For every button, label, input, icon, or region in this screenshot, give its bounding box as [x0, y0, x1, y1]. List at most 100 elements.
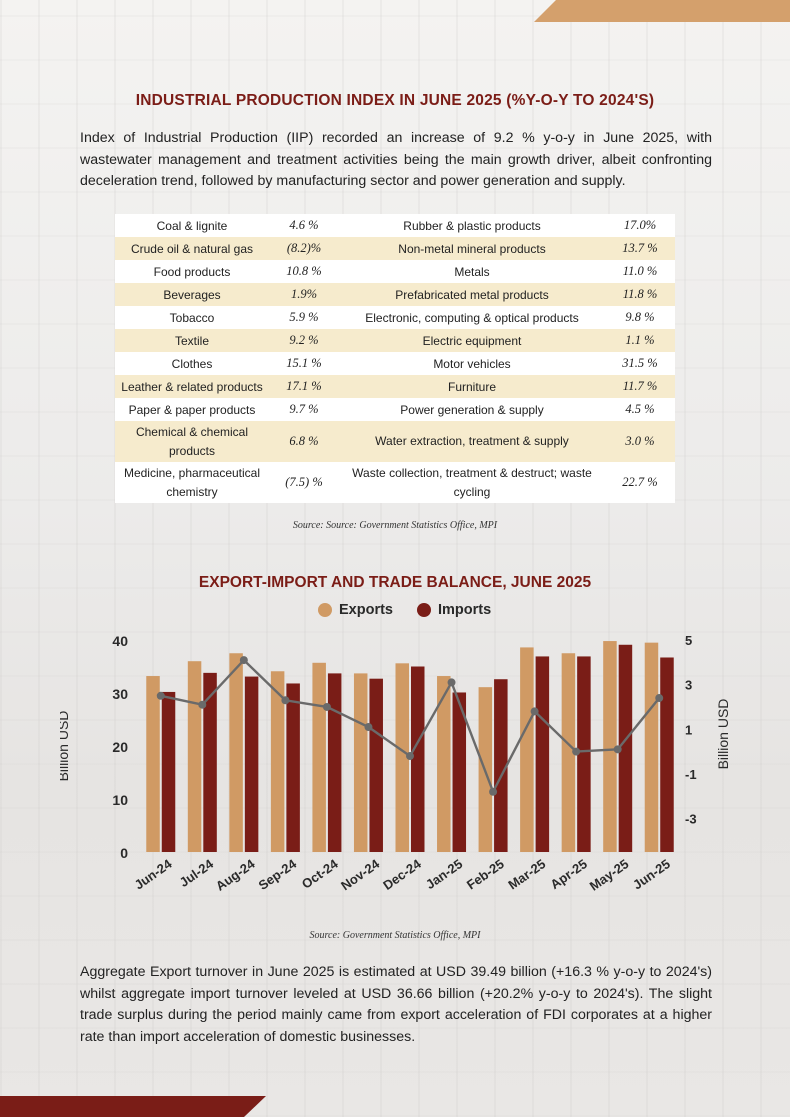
legend-exports-swatch [318, 603, 332, 617]
y-axis-title: Billion USD [60, 711, 71, 782]
x-tick-label: Jun-25 [630, 856, 673, 892]
trade-balance-point [406, 752, 414, 761]
chart-title: EXPORT-IMPORT AND TRADE BALANCE, JUNE 20… [198, 574, 592, 591]
x-tick-label: Jun-24 [132, 856, 176, 893]
x-tick-label: Jan-25 [423, 856, 465, 892]
left-sector-value: 17.1 % [269, 375, 339, 398]
x-tick-label: Oct-24 [299, 856, 341, 892]
x-tick-label: Mar-25 [505, 856, 548, 892]
y2-tick-label: 3 [685, 678, 692, 693]
right-sector-value: 17.0% [605, 214, 675, 237]
y-tick-label: 40 [112, 633, 128, 649]
trade-balance-point [364, 723, 373, 732]
right-sector-name: Electric equipment [339, 329, 605, 352]
x-tick-label: Jul-24 [177, 856, 217, 890]
trade-balance-point [281, 696, 290, 705]
top-accent-band [534, 0, 790, 22]
left-sector-value: 10.8 % [269, 260, 339, 283]
right-sector-value: 11.7 % [605, 375, 675, 398]
page-title: INDUSTRIAL PRODUCTION INDEX IN JUNE 2025… [135, 92, 655, 109]
import-bar [660, 657, 674, 852]
trade-balance-point [613, 745, 622, 754]
table-row: Tobacco 5.9 % Electronic, computing & opti… [115, 306, 675, 329]
chart-source: Source: Government Statistics Office, MP… [309, 930, 481, 941]
right-sector-name: Power generation & supply [339, 398, 605, 421]
right-sector-value: 13.7 % [605, 237, 675, 260]
right-sector-value: 31.5 % [605, 352, 675, 375]
left-sector-value: (7.5) % [269, 462, 339, 503]
import-bar [244, 676, 259, 852]
legend-imports-swatch [417, 603, 431, 617]
left-sector-name: Paper & paper products [115, 398, 269, 421]
left-sector-name: Textile [115, 329, 269, 352]
x-tick-label: Nov-24 [338, 856, 383, 894]
import-bar [203, 672, 217, 852]
right-sector-value: 22.7 % [605, 462, 675, 503]
left-sector-name: Food products [115, 260, 269, 283]
trade-balance-point [198, 700, 207, 709]
y-tick-label: 10 [112, 792, 128, 808]
table-row: Textile 9.2 % Electric equipment 1.1 % [115, 329, 675, 352]
table-row: Paper & paper products 9.7 % Power generat… [115, 398, 675, 421]
y2-tick-label: 1 [685, 722, 692, 737]
x-tick-label: Feb-25 [464, 856, 507, 892]
x-tick-label: Dec-24 [380, 856, 424, 893]
chart-legend: Exports Imports [318, 602, 491, 618]
import-bar [494, 679, 508, 852]
right-sector-value: 1.1 % [605, 329, 675, 352]
import-bar [411, 666, 425, 852]
left-sector-name: Chemical & chemical products [115, 421, 269, 462]
trade-balance-point [322, 702, 331, 711]
trade-chart: 0 10 20 30 40 5 3 1 -1 -3 Billion USD Billion USD Ju… [60, 633, 731, 894]
right-sector-name: Waste collection, treatment & destruct; … [339, 462, 605, 503]
export-bar [644, 642, 659, 852]
left-sector-name: Medicine, pharmaceutical chemistry [115, 462, 269, 503]
export-bar [229, 653, 243, 852]
left-sector-value: (8.2)% [269, 237, 339, 260]
table-source: Source: Source: Government Statistics Of… [292, 520, 498, 531]
left-sector-name: Crude oil & natural gas [115, 237, 269, 260]
left-sector-value: 1.9% [269, 283, 339, 306]
right-sector-value: 9.8 % [605, 306, 675, 329]
import-bar [327, 673, 342, 852]
right-sector-value: 4.5 % [605, 398, 675, 421]
table-row: Coal & lignite 4.6 % Rubber & plastic prod… [115, 214, 675, 237]
legend-imports-label: Imports [438, 602, 492, 618]
left-sector-value: 5.9 % [269, 306, 339, 329]
intro-paragraph: Index of Industrial Production (IIP) rec… [80, 130, 712, 189]
left-sector-name: Clothes [115, 352, 269, 375]
left-sector-value: 9.7 % [269, 398, 339, 421]
import-bar [577, 656, 591, 852]
right-sector-name: Rubber & plastic products [339, 214, 605, 237]
export-bar [561, 653, 576, 852]
trade-balance-point [239, 656, 248, 665]
right-sector-value: 11.8 % [605, 283, 675, 306]
trade-balance-point [489, 787, 498, 796]
left-sector-name: Leather & related products [115, 375, 269, 398]
right-sector-name: Electronic, computing & optical products [339, 306, 605, 329]
bottom-accent-band [0, 1096, 266, 1117]
x-tick-label: May-25 [587, 856, 632, 894]
y2-tick-label: -1 [685, 767, 697, 782]
import-bar [161, 691, 176, 852]
import-bar [286, 683, 300, 852]
right-sector-name: Metals [339, 260, 605, 283]
y-tick-label: 0 [120, 845, 128, 861]
import-bar [369, 678, 383, 852]
table-row: Medicine, pharmaceutical chemistry (7.5) … [115, 462, 675, 503]
trade-balance-point [447, 678, 456, 687]
left-sector-value: 6.8 % [269, 421, 339, 462]
export-bar [187, 661, 202, 852]
export-bar [437, 676, 451, 852]
iip-table: Coal & lignite 4.6 % Rubber & plastic prod… [115, 214, 675, 503]
y-tick-label: 30 [112, 686, 128, 702]
trade-balance-point [156, 691, 165, 700]
y2-tick-label: 5 [685, 633, 692, 648]
x-tick-label: Aug-24 [213, 856, 258, 894]
table-row: Clothes 15.1 % Motor vehicles 31.5 % [115, 352, 675, 375]
right-sector-name: Furniture [339, 375, 605, 398]
export-bar [395, 663, 409, 852]
right-sector-value: 3.0 % [605, 421, 675, 462]
export-bar [270, 671, 285, 852]
table-row: Food products 10.8 % Metals 11.0 % [115, 260, 675, 283]
